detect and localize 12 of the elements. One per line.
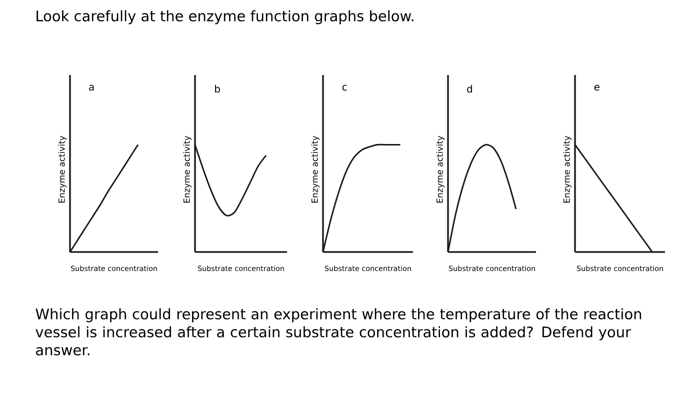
chart-title: c <box>342 84 347 91</box>
y-axis-title: Enzyme activity <box>563 136 572 203</box>
text: Look carefully at the enzyme function graphs below. <box>36 10 414 24</box>
y-axis-title: Enzyme activity <box>311 136 320 203</box>
chart-title: d <box>467 84 472 93</box>
chart-title: e <box>594 84 600 91</box>
y-axis-title: Enzyme activity <box>436 136 444 203</box>
y-axis-title: Enzyme activity <box>58 136 66 203</box>
y-axis-title: Enzyme activity <box>183 136 192 203</box>
chart-title: a <box>89 84 94 91</box>
text: Which graph could represent an experiment where the temperature of the reaction vessel is increased after a certain substrate concentration is added? Defend your answer. <box>36 308 642 356</box>
chart-title: b <box>215 84 220 93</box>
